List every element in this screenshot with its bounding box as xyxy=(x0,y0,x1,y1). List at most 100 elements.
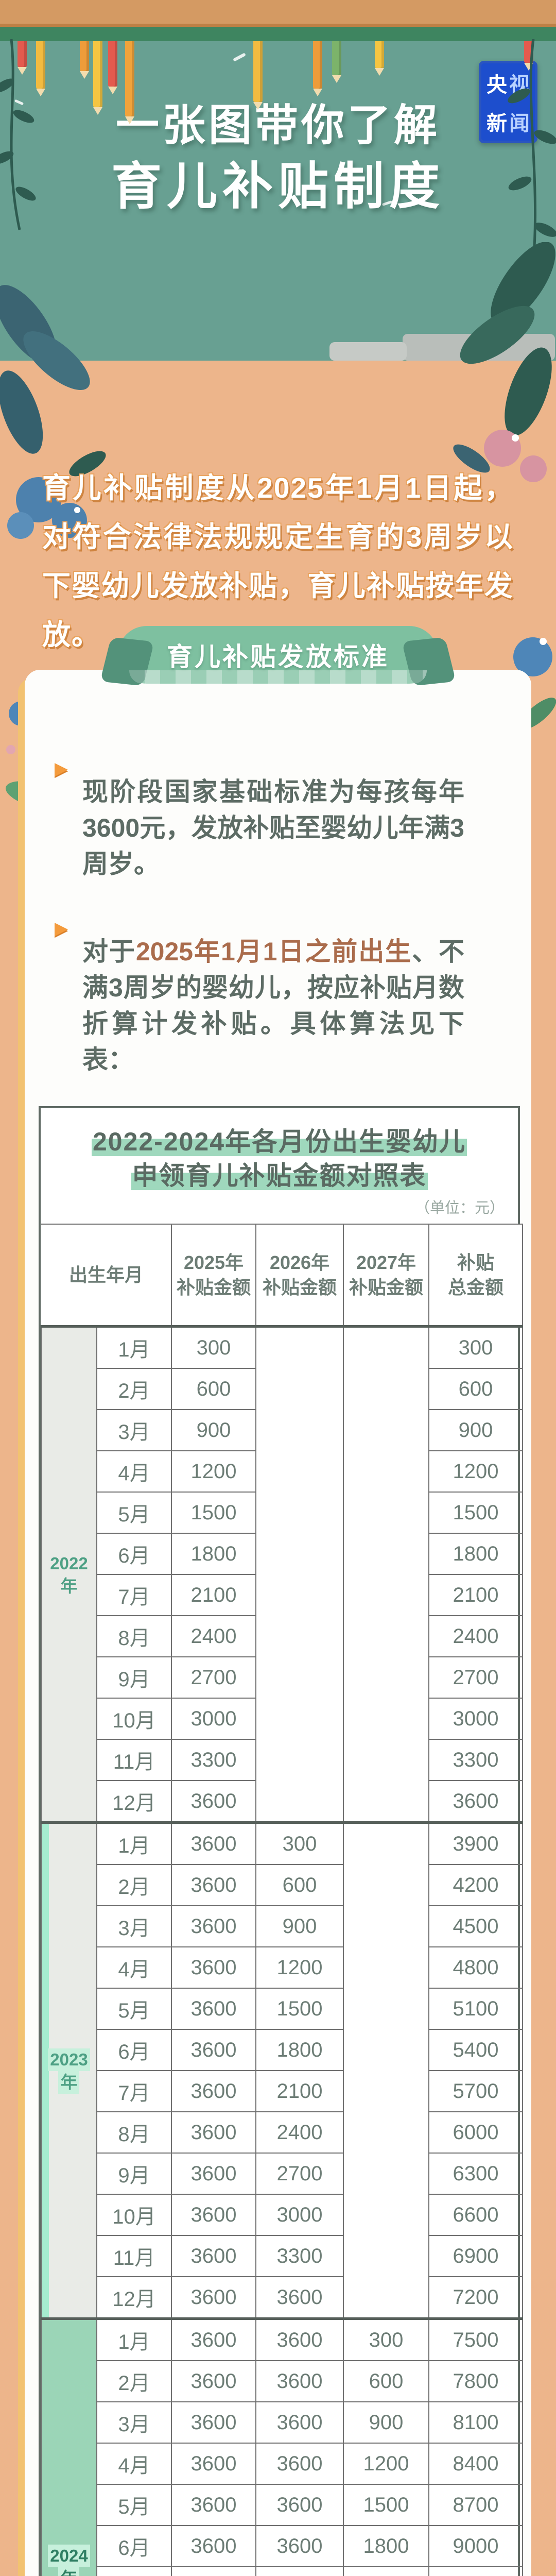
month-cell: 1月 xyxy=(96,1821,172,1865)
year-cell: 2024年 xyxy=(41,2317,97,2576)
month-cell: 1月 xyxy=(96,2317,172,2361)
pencil-icon xyxy=(93,41,102,115)
sparkle-icon xyxy=(233,53,246,62)
amount-cell: 3600 xyxy=(171,2276,257,2319)
month-cell: 3月 xyxy=(96,1905,172,1947)
table-row: 4月 3600 3600 1200 8400 xyxy=(41,2443,524,2485)
amount-cell: 3600 xyxy=(171,2360,257,2402)
amount-cell: 3600 xyxy=(255,2317,344,2361)
amount-cell: 1200 xyxy=(171,1450,257,1493)
year-cell: 2022 年 xyxy=(41,1325,97,1823)
subsidy-table-body: 2022 年 1月 300 300 2月 600 600 3月 900 900 4月 1200 1200 5… xyxy=(41,1325,524,2576)
month-cell: 8月 xyxy=(96,1615,172,1657)
amount-cell: 1500 xyxy=(343,2484,430,2526)
amount-cell: 3600 xyxy=(171,1988,257,2030)
amount-cell: 3600 xyxy=(171,2443,257,2485)
bullet2-emphasis: 2025年1月1日之前出生 xyxy=(135,937,412,966)
pencil-icon xyxy=(313,41,322,96)
logo-char: 新 xyxy=(486,112,507,135)
amount-cell: 600 xyxy=(343,2360,430,2402)
pencil-icon xyxy=(108,41,117,94)
empty-cell xyxy=(343,1325,430,1823)
table-row: 2022 年 1月 300 300 xyxy=(41,1325,524,1823)
amount-cell: 1500 xyxy=(428,1492,524,1534)
pencil-icon xyxy=(253,41,263,110)
amount-cell: 6000 xyxy=(428,2111,524,2154)
amount-cell: 3900 xyxy=(428,1821,524,1865)
table-row: 9月 2700 2700 xyxy=(41,1656,524,1699)
amount-cell: 2700 xyxy=(171,1656,257,1699)
amount-cell: 3600 xyxy=(255,2566,344,2576)
amount-cell: 2100 xyxy=(343,2566,430,2576)
table-row: 3月 3600 3600 900 8100 xyxy=(41,2401,524,2444)
amount-cell: 3600 xyxy=(171,2235,257,2277)
standards-bullet-2: 对于2025年1月1日之前出生、不满3周岁的婴幼儿，按应补贴月数折算计发补贴。具… xyxy=(82,934,464,1078)
amount-cell: 3600 xyxy=(255,2443,344,2485)
amount-cell: 2700 xyxy=(255,2153,344,2195)
table-row: 12月 3600 3600 7200 xyxy=(41,2276,524,2319)
amount-cell: 3600 xyxy=(255,2401,344,2444)
page-title-line2: 育儿补贴制度 xyxy=(111,158,445,214)
month-cell: 10月 xyxy=(96,2194,172,2236)
amount-cell: 8700 xyxy=(428,2484,524,2526)
amount-cell: 3600 xyxy=(255,2360,344,2402)
amount-cell: 3600 xyxy=(255,2484,344,2526)
amount-cell: 2400 xyxy=(428,1615,524,1657)
table-row: 2月 3600 600 4200 xyxy=(41,1864,524,1906)
month-cell: 6月 xyxy=(96,2029,172,2071)
bullet-arrow-icon: ▶ xyxy=(55,759,68,778)
pencil-icon xyxy=(36,41,45,96)
month-cell: 4月 xyxy=(96,1946,172,1989)
subsidy-data-table: 出生年月 2025年 补贴金额 2026年 补贴金额 2027年 补贴金额 补贴 总金额 202… xyxy=(41,1224,524,2576)
amount-cell: 3300 xyxy=(255,2235,344,2277)
amount-cell: 5700 xyxy=(428,2070,524,2112)
month-cell: 2月 xyxy=(96,2360,172,2402)
table-row: 2024年1月360036003007500 xyxy=(41,2317,524,2576)
amount-cell: 3600 xyxy=(171,1864,257,1906)
table-title-line1: 2022-2024年各月份出生婴幼儿 xyxy=(91,1127,467,1156)
table-row: 8月 3600 2400 6000 xyxy=(41,2111,524,2154)
table-header-cell: 补贴 总金额 xyxy=(428,1224,524,1327)
table-row: 7月3600360021009300 xyxy=(41,2566,524,2576)
wood-strip xyxy=(0,0,556,27)
amount-cell: 7500 xyxy=(428,2317,524,2361)
table-row: 11月 3600 3300 6900 xyxy=(41,2235,524,2277)
pencil-icon xyxy=(18,41,27,75)
amount-cell: 2100 xyxy=(428,1574,524,1616)
standards-card: ▶ 现阶段国家基础标准为每孩每年3600元，发放补贴至婴幼儿年满3周岁。 ▶ 对… xyxy=(25,670,531,2576)
table-row: 7月 3600 2100 5700 xyxy=(41,2070,524,2112)
subsidy-table: 2022-2024年各月份出生婴幼儿 申领育儿补贴金额对照表 （单位：元） 出生… xyxy=(39,1106,524,2576)
table-header-cell: 出生年月 xyxy=(41,1224,172,1327)
pencil-icon xyxy=(375,41,384,76)
vine-icon xyxy=(0,39,36,230)
table-title: 2022-2024年各月份出生婴幼儿 申领育儿补贴金额对照表 xyxy=(41,1108,518,1193)
month-cell: 11月 xyxy=(96,2235,172,2277)
year-cell: 2023 年 xyxy=(41,1821,97,2319)
month-cell: 8月 xyxy=(96,2111,172,2154)
bullet2-prefix: 对于 xyxy=(82,937,136,966)
month-cell: 6月 xyxy=(96,2525,172,2567)
table-title-line2: 申领育儿补贴金额对照表 xyxy=(131,1161,428,1190)
month-cell: 12月 xyxy=(96,1780,172,1823)
table-header-cell: 2026年 补贴金额 xyxy=(255,1224,344,1327)
month-cell: 9月 xyxy=(96,1656,172,1699)
table-row: 2月 600 600 xyxy=(41,1368,524,1410)
page-title-line1: 一张图带你了解 xyxy=(115,101,440,149)
amount-cell: 8100 xyxy=(428,2401,524,2444)
table-row: 11月 3300 3300 xyxy=(41,1739,524,1781)
table-row: 6月 1800 1800 xyxy=(41,1533,524,1575)
table-row: 10月 3600 3000 6600 xyxy=(41,2194,524,2236)
amount-cell: 1800 xyxy=(255,2029,344,2071)
amount-cell: 9300 xyxy=(428,2566,524,2576)
table-row: 4月 3600 1200 4800 xyxy=(41,1946,524,1989)
amount-cell: 7200 xyxy=(428,2276,524,2319)
amount-cell: 6900 xyxy=(428,2235,524,2277)
amount-cell: 3600 xyxy=(255,2525,344,2567)
amount-cell: 3300 xyxy=(428,1739,524,1781)
amount-cell: 3600 xyxy=(171,1821,257,1865)
table-header-cell: 2027年 补贴金额 xyxy=(343,1224,430,1327)
amount-cell: 6300 xyxy=(428,2153,524,2195)
amount-cell: 3600 xyxy=(171,2525,257,2567)
amount-cell: 3600 xyxy=(171,2029,257,2071)
amount-cell: 300 xyxy=(171,1325,257,1369)
